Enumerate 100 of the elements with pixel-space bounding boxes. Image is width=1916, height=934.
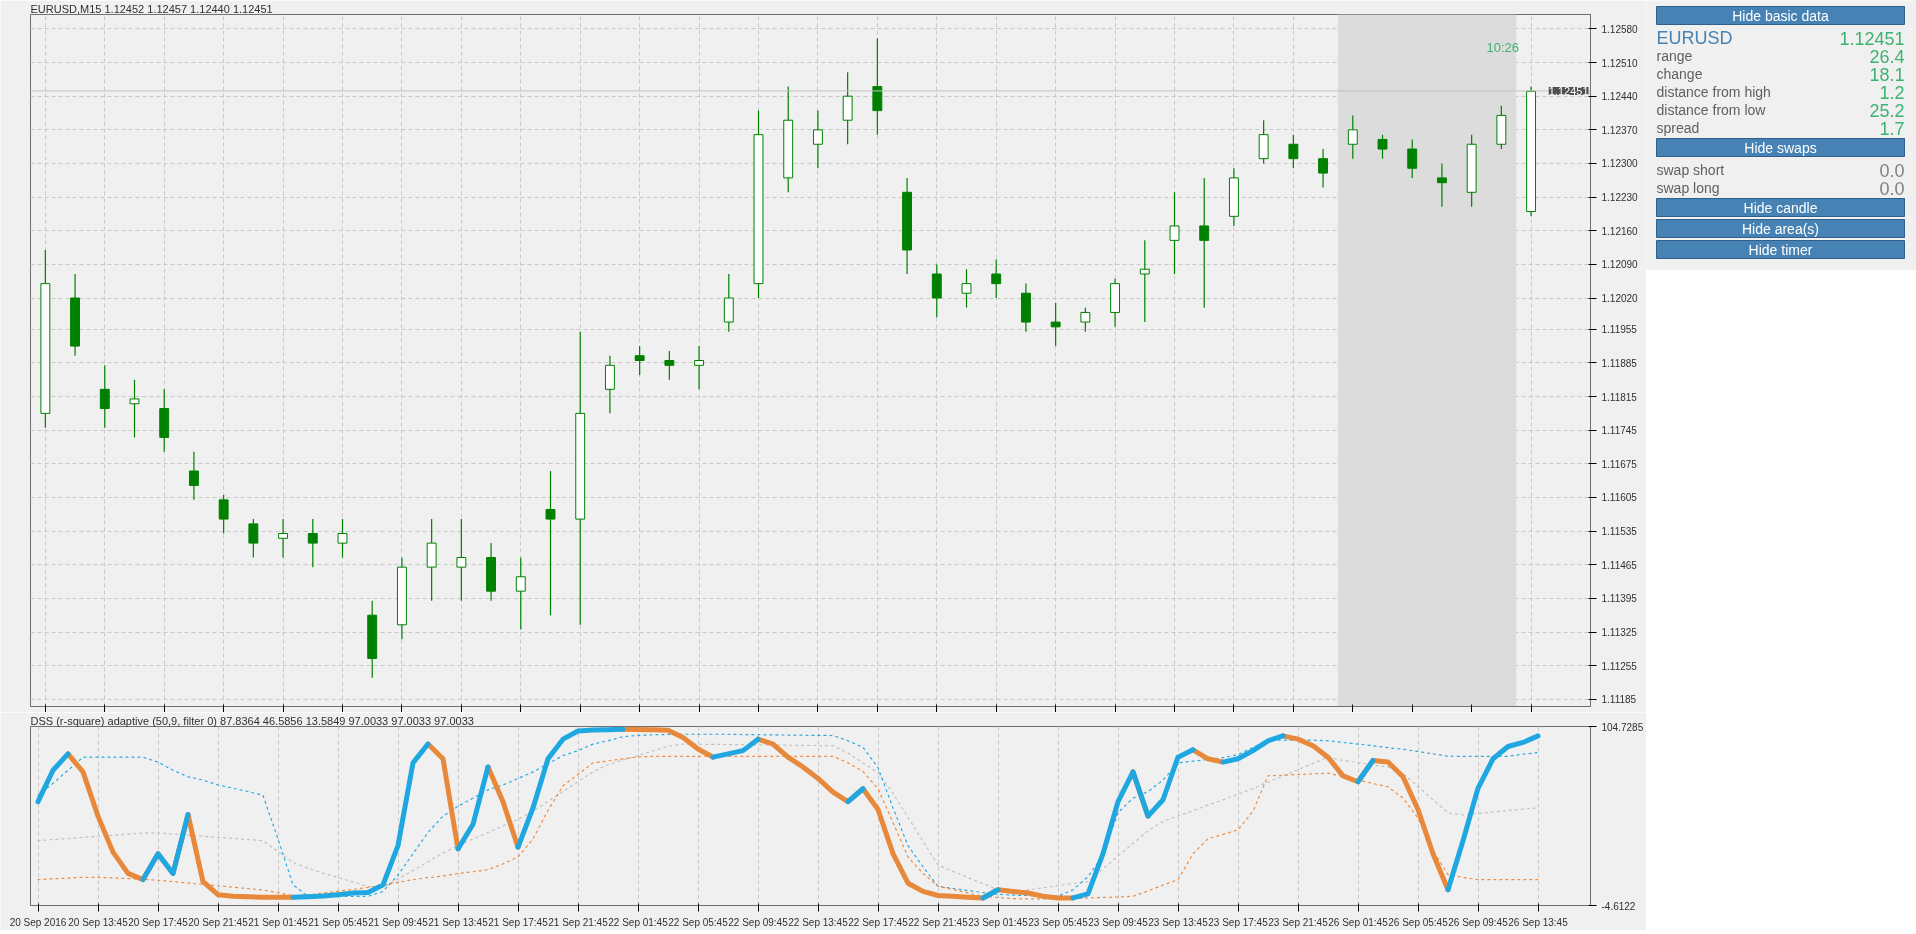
y-tick-label: 1.12020 [1601,293,1639,305]
candlestick [664,350,675,381]
x-tick-label: 20 Sep 17:45 [128,916,189,928]
candlestick [1407,138,1418,179]
candlestick [218,494,229,535]
x-tick-label: 21 Sep 09:45 [368,916,429,928]
annotation: 10:26 [1486,39,1520,55]
y-tick-label: 1.11745 [1601,425,1638,437]
candlestick [812,110,823,169]
y-tick-label: 1.11885 [1601,357,1638,369]
y-tick-label: 1.12300 [1601,158,1639,170]
x-tick-label: 20 Sep 21:45 [188,916,249,928]
candlestick [278,518,289,559]
y-tick-label: 1.12370 [1601,124,1639,136]
text: 1.7 [1879,118,1905,139]
y-tick-label: 1.11535 [1601,526,1638,538]
x-tick-label: 21 Sep 05:45 [308,916,369,928]
x-tick-label: 22 Sep 01:45 [608,916,669,928]
candlestick [456,518,467,602]
ref-line-label: 1.12451 [1548,84,1589,97]
candlestick [694,345,705,390]
category-label: range [1656,48,1693,64]
candlestick [634,345,645,376]
text: Hide candle [1743,199,1818,216]
text: 26.4 [1869,46,1905,67]
text: 1.2 [1879,82,1905,103]
x-tick-label: 22 Sep 05:45 [668,916,729,928]
text: 25.2 [1869,100,1905,121]
y-tick-label: 1.11675 [1601,458,1638,470]
category-label: swap short [1656,162,1725,178]
x-tick-label: 22 Sep 09:45 [728,916,789,928]
y-tick-label: 1.11465 [1601,559,1638,571]
text: EURUSD [1656,28,1733,48]
y-tick-label: 1.12230 [1601,192,1639,204]
y-tick-label: 1.11395 [1601,593,1638,605]
x-tick-label: 21 Sep 13:45 [428,916,489,928]
x-tick-label: 21 Sep 17:45 [488,916,549,928]
candlestick [1199,177,1210,309]
y-tick-label: 1.11185 [1601,694,1637,706]
y-tick-label: 1.11255 [1601,660,1638,672]
x-tick-label: 22 Sep 21:45 [908,916,969,928]
x-tick-label: 26 Sep 09:45 [1448,916,1509,928]
candlestick [1377,134,1388,160]
candlestick [1288,134,1299,169]
candlestick [1080,307,1091,333]
text: Hide area(s) [1741,220,1820,237]
y-tick-label: -4.6122 [1601,900,1636,912]
text: 0.0 [1879,178,1905,199]
candlestick [991,258,1002,299]
candlestick [1436,162,1447,208]
text: 18.1 [1869,64,1905,85]
y-tick-label: 1.11955 [1601,324,1638,336]
x-tick-label: 23 Sep 05:45 [1028,916,1089,928]
candlestick [515,556,526,631]
x-tick-label: 23 Sep 17:45 [1208,916,1269,928]
text: 1.12451 [1839,28,1905,49]
x-tick-label: 26 Sep 01:45 [1328,916,1389,928]
text: Hide swaps [1744,139,1817,156]
candlestick [961,268,972,309]
chart-title: EURUSD,M15 1.12452 1.12457 1.12440 1.12451 [30,2,273,15]
y-tick-label: 1.11325 [1601,627,1638,639]
chart-title: DSS (r-square) adaptive (50,9, filter 0) 87.8364 46.5856 13.5849 97.0033 97.0033 97.0033 [30,714,474,727]
candlestick [337,518,348,559]
x-tick-label: 26 Sep 13:45 [1508,916,1569,928]
y-tick-label: 1.11605 [1601,492,1638,504]
candlestick [545,470,556,616]
x-tick-label: 23 Sep 01:45 [968,916,1029,928]
x-tick-label: 22 Sep 17:45 [848,916,909,928]
y-tick-label: 1.12580 [1601,23,1639,35]
candlestick [1050,302,1061,347]
y-tick-label: 1.11815 [1601,391,1638,403]
y-tick-label: 1.12160 [1601,225,1639,237]
category-label: swap long [1656,180,1720,196]
candlestick [307,518,318,568]
y-tick-label: 1.12510 [1601,57,1639,69]
candlestick [1169,191,1180,275]
x-tick-label: 20 Sep 13:45 [68,916,129,928]
x-tick-label: 23 Sep 13:45 [1148,916,1209,928]
text: Hide basic data [1732,7,1829,24]
x-tick-label: 26 Sep 05:45 [1388,916,1449,928]
x-tick-label: 20 Sep 2016 [9,916,67,928]
candlestick [1347,114,1358,160]
x-tick-label: 23 Sep 21:45 [1268,916,1329,928]
y-tick-label: 1.12090 [1601,259,1639,271]
text: 0.0 [1879,160,1905,181]
category-label: change [1656,66,1703,82]
category-label: spread [1656,120,1700,136]
text: Hide timer [1748,241,1813,258]
candlestick [248,518,259,559]
candlestick [188,451,199,501]
x-tick-label: 21 Sep 01:45 [248,916,309,928]
candlestick [1318,148,1329,189]
x-tick-label: 21 Sep 21:45 [548,916,609,928]
x-tick-label: 23 Sep 09:45 [1088,916,1149,928]
y-tick-label: 1.12440 [1601,91,1639,103]
category-label: distance from low [1656,102,1767,118]
category-label: distance from high [1656,84,1771,100]
y-tick-label: 104.7285 [1601,721,1644,733]
x-tick-label: 22 Sep 13:45 [788,916,849,928]
candlestick [129,379,140,438]
